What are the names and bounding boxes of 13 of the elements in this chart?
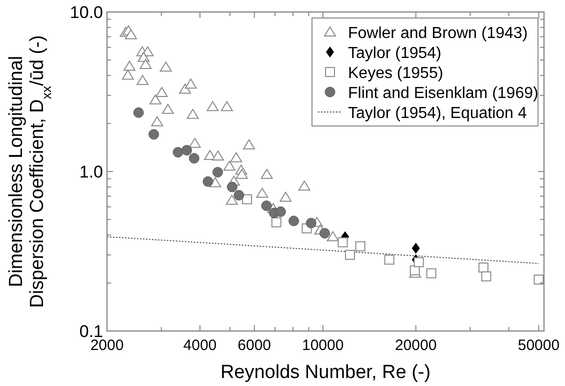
x-tick-label: 20000 [394, 337, 437, 354]
x-tick-label: 50000 [518, 337, 560, 354]
legend-label: Taylor (1954) [348, 45, 442, 62]
y-tick-label: 1.0 [79, 162, 103, 182]
legend-label: Fowler and Brown (1943) [348, 25, 528, 42]
legend-label: Taylor (1954), Equation 4 [348, 105, 527, 122]
x-tick-label: 6000 [238, 337, 272, 354]
x-axis-title: Reynolds Number, Re (-) [220, 362, 431, 383]
legend-label: Flint and Eisenklam (1969) [348, 85, 538, 102]
y-tick-label: 10.0 [70, 3, 103, 22]
x-tick-label: 10000 [302, 337, 344, 354]
x-tick-label: 4000 [183, 337, 217, 354]
legend-label: Keyes (1955) [348, 65, 444, 82]
